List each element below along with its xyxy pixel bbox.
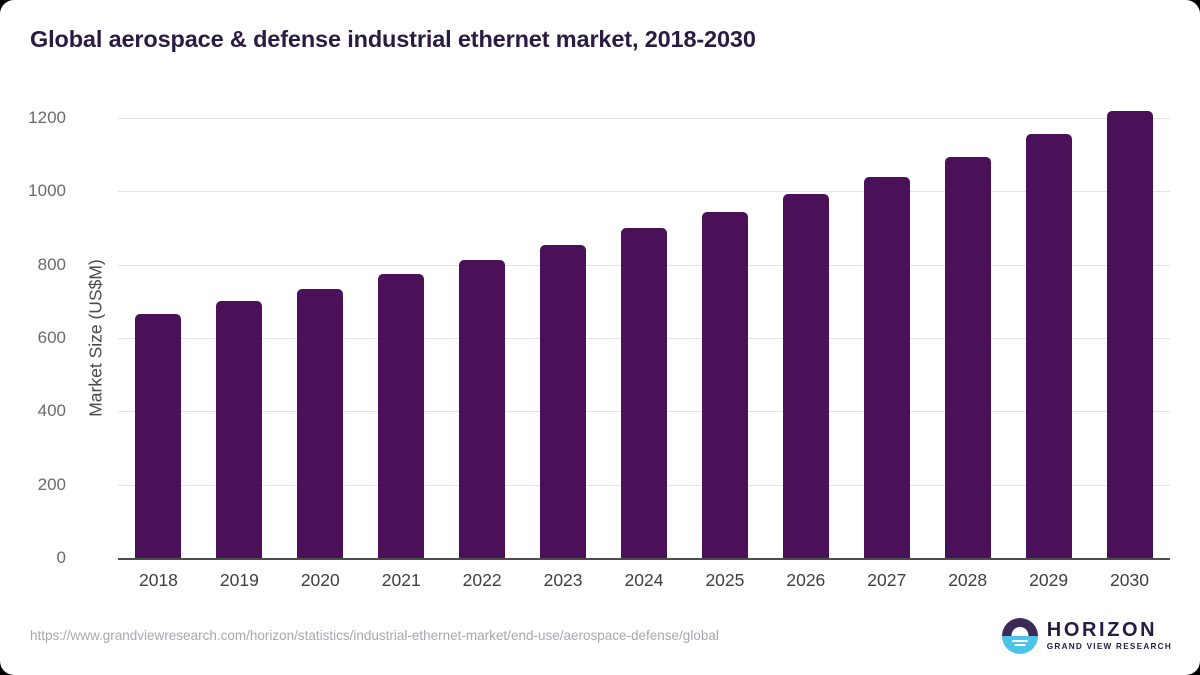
x-axis-tick-label: 2026: [786, 570, 826, 590]
sun-ray-icon: [1014, 644, 1026, 646]
y-axis-tick-label: 1200: [28, 108, 66, 127]
bar-2019[interactable]: [216, 301, 263, 558]
bar-slot: [442, 118, 523, 558]
bar-slot: [199, 118, 280, 558]
y-axis-tick-label: 400: [37, 401, 66, 421]
bar-2030[interactable]: [1106, 110, 1153, 558]
plot-box: Market Size (US$M) 0 200 400 600 800 1000 1200…: [28, 108, 1170, 590]
y-axis-tick-label: 1000: [28, 181, 66, 201]
bar-slot: [361, 118, 442, 558]
x-axis-tick-label: 2029: [1029, 570, 1069, 590]
x-axis-tick-label: 2021: [381, 570, 421, 590]
bar-slot: [684, 118, 765, 558]
x-axis-line: [118, 558, 1170, 560]
x-axis-tick-label: 2025: [705, 570, 745, 590]
y-axis-tick-label: 0: [56, 548, 66, 567]
bar-2025[interactable]: [701, 211, 748, 558]
horizon-logo[interactable]: HORIZON GRAND VIEW RESEARCH: [1001, 618, 1172, 654]
x-axis-tick-label: 2018: [138, 570, 178, 590]
bar-series: [118, 110, 1170, 558]
x-axis-tick-label: 2023: [543, 570, 583, 590]
bar-2022[interactable]: [459, 260, 506, 558]
horizon-sunrise-circle-icon: [1001, 618, 1038, 654]
bar-slot: [1008, 118, 1089, 558]
bar-2026[interactable]: [782, 194, 829, 558]
bar-2020[interactable]: [297, 288, 344, 558]
bar-slot: [1089, 110, 1170, 558]
bar-slot: [118, 118, 199, 558]
bar-slot: [927, 118, 1008, 558]
source-url[interactable]: https://www.grandviewresearch.com/horizo…: [30, 628, 719, 643]
x-axis-tick-label: 2020: [300, 570, 340, 590]
x-axis-tick-label: 2027: [867, 570, 907, 590]
logo-name: HORIZON: [1046, 619, 1158, 642]
y-axis-tick-label: 600: [37, 328, 66, 347]
x-axis-tick-label: 2019: [219, 570, 259, 590]
bar-2018[interactable]: [135, 314, 182, 558]
x-axis-tick-label: 2022: [462, 570, 502, 590]
bar-slot: [604, 118, 685, 558]
gridline: [118, 118, 1170, 119]
bar-2027[interactable]: [863, 176, 910, 558]
logo-text-block: HORIZON GRAND VIEW RESEARCH: [1047, 620, 1172, 651]
bar-slot: [523, 118, 604, 558]
bar-slot: [846, 118, 927, 558]
bar-slot: [765, 118, 846, 558]
x-axis-tick-label: 2028: [948, 570, 988, 590]
x-axis-tick-label: 2024: [624, 570, 664, 590]
logo-subtitle: GRAND VIEW RESEARCH: [1046, 642, 1172, 652]
bar-2028[interactable]: [944, 156, 991, 558]
bar-2021[interactable]: [378, 273, 425, 558]
gridline: [118, 191, 1170, 193]
page-title: Global aerospace & defense industrial et…: [30, 26, 756, 52]
bar-2023[interactable]: [540, 244, 587, 558]
sun-icon: [1011, 627, 1029, 636]
bar-slot: [280, 118, 361, 558]
y-axis-tick-label: 200: [37, 474, 66, 494]
y-axis-title: Market Size (US$M): [85, 259, 106, 417]
bar-2029[interactable]: [1025, 134, 1072, 558]
y-axis-tick-label: 800: [37, 254, 66, 274]
x-axis-tick-label: 2030: [1110, 570, 1149, 590]
sun-ray-icon: [1011, 640, 1028, 642]
bar-2024[interactable]: [620, 228, 667, 558]
